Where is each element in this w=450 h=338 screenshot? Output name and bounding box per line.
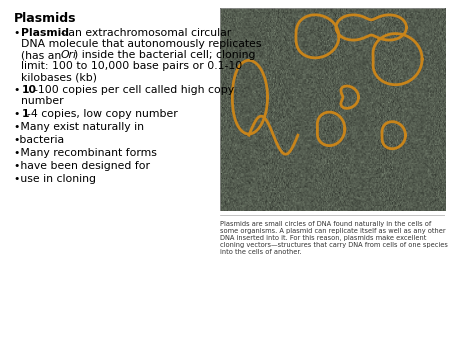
Text: •bacteria: •bacteria: [14, 135, 65, 145]
Text: Plasmids are small circles of DNA found naturally in the cells of some organisms: Plasmids are small circles of DNA found …: [220, 221, 447, 255]
Text: limit: 100 to 10,000 base pairs or 0.1-10: limit: 100 to 10,000 base pairs or 0.1-1…: [22, 61, 243, 71]
Text: •: •: [14, 109, 20, 119]
Text: •Many recombinant forms: •Many recombinant forms: [14, 148, 157, 158]
Text: number: number: [22, 96, 64, 106]
Text: Ori: Ori: [61, 50, 77, 60]
Text: 10: 10: [22, 85, 36, 95]
Text: 1: 1: [22, 109, 29, 119]
Text: Plasmid: Plasmid: [22, 28, 69, 38]
Text: •Many exist naturally in: •Many exist naturally in: [14, 122, 144, 132]
Text: -4 copies, low copy number: -4 copies, low copy number: [27, 109, 178, 119]
Text: kilobases (kb): kilobases (kb): [22, 72, 98, 82]
Text: (has an: (has an: [22, 50, 65, 60]
Text: •: •: [14, 85, 20, 95]
Text: ) inside the bacterial cell; cloning: ) inside the bacterial cell; cloning: [74, 50, 256, 60]
Text: - an extrachromosomal circular: - an extrachromosomal circular: [61, 28, 231, 38]
Text: -100 copies per cell called high copy: -100 copies per cell called high copy: [34, 85, 234, 95]
Text: DNA molecule that autonomously replicates: DNA molecule that autonomously replicate…: [22, 39, 262, 49]
Text: Plasmids: Plasmids: [14, 12, 76, 25]
Text: •: •: [14, 28, 20, 38]
Text: •have been designed for: •have been designed for: [14, 161, 149, 171]
Text: •use in cloning: •use in cloning: [14, 174, 95, 184]
